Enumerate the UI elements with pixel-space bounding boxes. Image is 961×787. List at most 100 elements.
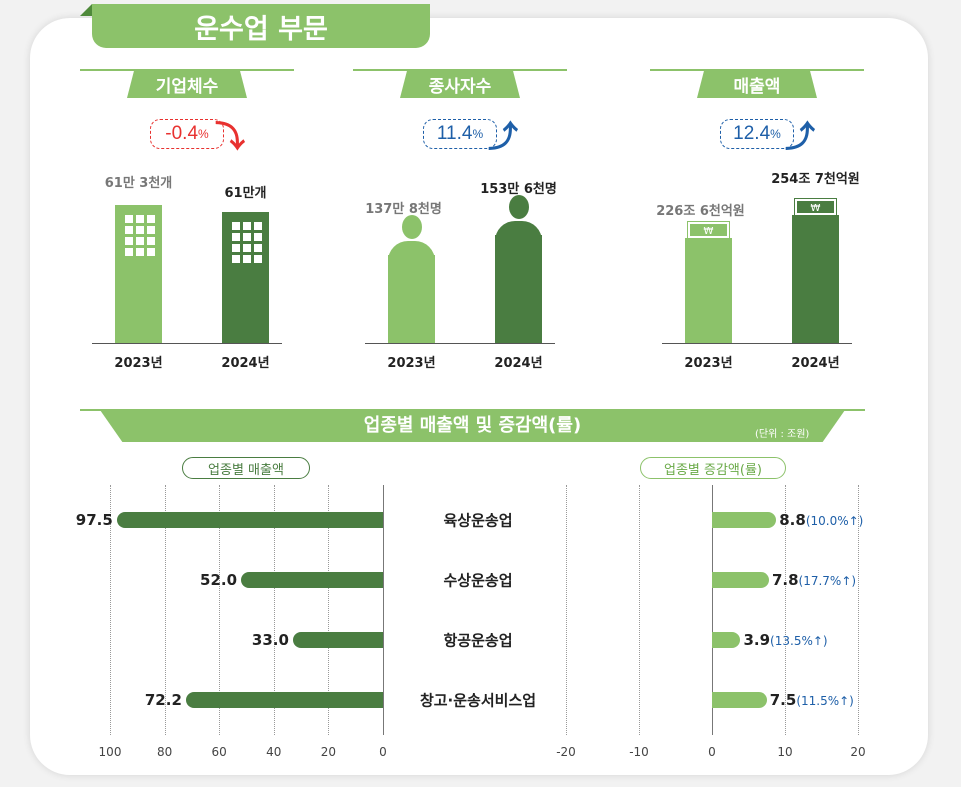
window <box>125 248 133 256</box>
category-label: 수상운송업 <box>443 571 513 590</box>
change-bar <box>712 512 777 528</box>
year-label: 2023년 <box>684 356 733 371</box>
change-badge: -0.4% <box>150 119 224 149</box>
window <box>136 226 144 234</box>
chart-title-change: 업종별 증감액(률) <box>640 457 786 479</box>
year-label: 2024년 <box>221 356 270 371</box>
window <box>125 215 133 223</box>
category-label: 육상운송업 <box>443 511 513 530</box>
tick-label: -10 <box>629 745 649 759</box>
window <box>147 215 155 223</box>
year-label: 2024년 <box>791 356 840 371</box>
baseline <box>92 343 282 344</box>
change-value: 12.4 <box>733 123 771 144</box>
change-unit: % <box>198 127 209 141</box>
gridline <box>110 485 111 735</box>
arrow-up-icon: ⤴ <box>785 120 815 155</box>
window <box>125 226 133 234</box>
change-value: 11.4 <box>436 123 473 144</box>
sales-bar <box>185 692 383 708</box>
window <box>243 233 251 241</box>
gridline <box>712 485 713 735</box>
money-bar-1 <box>792 215 839 343</box>
window <box>125 237 133 245</box>
window <box>232 255 240 263</box>
arrow-up-icon: ⤴ <box>488 120 518 155</box>
change-badge: 11.4% <box>423 119 497 149</box>
change-amount: 3.9 <box>743 631 771 649</box>
category-label: 항공운송업 <box>443 631 513 650</box>
change-unit: % <box>770 127 781 141</box>
change-amount: 7.5 <box>769 691 797 709</box>
window <box>254 233 262 241</box>
section-header <box>100 410 845 442</box>
gridline <box>639 485 640 735</box>
window <box>147 248 155 256</box>
change-value: 7.8(17.7%↑) <box>772 571 856 589</box>
sales-value: 52.0 <box>200 571 238 589</box>
tick-label: -20 <box>556 745 576 759</box>
gridline <box>164 485 166 735</box>
year-label: 2024년 <box>494 356 543 371</box>
year-label: 2023년 <box>114 356 163 371</box>
window <box>147 226 155 234</box>
kpi-value: 61만 3천개 <box>104 176 173 191</box>
tick-label: 10 <box>777 745 793 759</box>
tick-label: 80 <box>156 745 173 759</box>
gridline <box>219 485 221 735</box>
sales-value: 72.2 <box>144 691 182 709</box>
window <box>243 244 251 252</box>
window <box>136 237 144 245</box>
baseline <box>662 343 852 344</box>
section-title: 업종별 매출액 및 증감액(률) <box>363 415 582 436</box>
change-badge: 12.4% <box>720 119 794 149</box>
page-title: 운수업 부문 <box>80 4 430 48</box>
gridline <box>273 485 275 735</box>
kpi-label: 종사자수 <box>400 70 520 98</box>
kpi-label: 기업체수 <box>127 70 247 98</box>
change-value: 7.5(11.5%↑) <box>770 691 854 709</box>
window <box>232 222 240 230</box>
change-value: -0.4 <box>165 123 199 144</box>
window <box>147 237 155 245</box>
change-rate: (13.5%↑) <box>770 634 828 648</box>
person-icon <box>402 215 422 239</box>
unit-label: (단위 : 조원) <box>755 429 810 440</box>
window <box>136 215 144 223</box>
sales-bar <box>116 512 383 528</box>
kpi-value: 254조 7천억원 <box>771 172 860 187</box>
category-label: 창고·운송서비스업 <box>419 691 537 710</box>
money-icon: ₩ <box>687 221 730 239</box>
arrow-down-icon: ⤵ <box>215 120 245 155</box>
year-label: 2023년 <box>387 356 436 371</box>
change-amount: 8.8 <box>779 511 806 529</box>
sales-value: 33.0 <box>251 631 289 649</box>
gridline <box>328 485 330 735</box>
sales-bar <box>241 572 383 588</box>
sales-bar <box>292 632 383 648</box>
change-rate: (17.7%↑) <box>798 574 857 588</box>
kpi-label: 매출액 <box>697 70 817 98</box>
person-bar-0 <box>388 255 435 343</box>
gridline <box>785 485 786 735</box>
window <box>136 248 144 256</box>
baseline <box>365 343 555 344</box>
building-icon <box>125 215 155 256</box>
tick-label: 100 <box>98 745 122 759</box>
kpi-value: 137만 8천명 <box>365 202 442 217</box>
change-bar <box>712 572 769 588</box>
kpi-value: 226조 6천억원 <box>656 204 745 219</box>
change-bar <box>712 632 741 648</box>
tick-label: 60 <box>211 745 227 759</box>
gridline <box>383 485 384 735</box>
person-shoulders <box>495 221 542 241</box>
kpi-value: 153만 6천명 <box>480 182 557 197</box>
gridline <box>858 485 859 735</box>
gridline <box>566 485 567 735</box>
change-amount: 7.8 <box>771 571 799 589</box>
person-icon <box>509 195 529 219</box>
change-rate: (11.5%↑) <box>796 694 854 708</box>
tick-label: 0 <box>708 745 716 759</box>
window <box>243 255 251 263</box>
window <box>254 244 262 252</box>
